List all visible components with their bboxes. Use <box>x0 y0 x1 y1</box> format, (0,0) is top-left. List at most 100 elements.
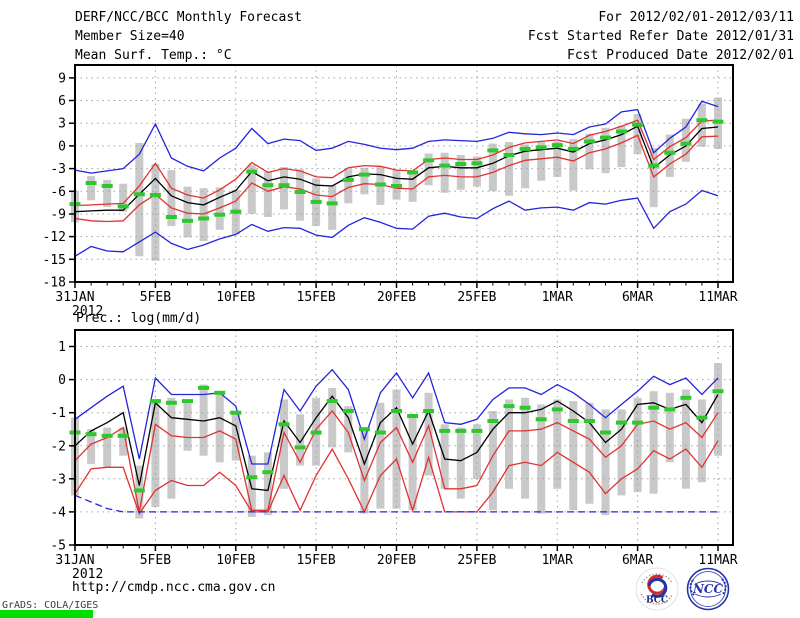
x-tick-label: 20FEB <box>377 553 416 568</box>
spread-bar <box>633 114 642 155</box>
spread-bar <box>553 399 562 489</box>
bcc-swirl-red <box>647 574 667 595</box>
spread-bar <box>199 384 208 456</box>
series-ens-min <box>74 189 719 257</box>
spread-bar <box>392 389 401 509</box>
y-tick-label: 3 <box>58 117 66 132</box>
x-tick-label: 25FEB <box>457 553 496 568</box>
bcc-ring-text-top <box>641 573 673 584</box>
y-tick-label: 9 <box>58 71 66 86</box>
x-year-label: 2012 <box>72 567 103 582</box>
ncc-globe-line <box>694 593 722 598</box>
grads-green-stamp <box>0 610 93 618</box>
refer-date-label: Fcst Started Refer Date 2012/01/31 <box>527 29 794 44</box>
spread-bar <box>408 417 417 511</box>
spread-bar <box>505 142 513 196</box>
spread-bar <box>280 399 288 489</box>
spread-bar <box>472 156 481 187</box>
spread-bar <box>344 406 353 453</box>
spread-bar <box>167 170 176 227</box>
spread-bar <box>296 414 305 466</box>
spread-bar <box>714 363 722 456</box>
spread-bar <box>601 409 610 516</box>
y-tick-label: 6 <box>58 94 66 109</box>
x-tick-label: 15FEB <box>297 553 336 568</box>
x-tick-label: 6MAR <box>622 553 653 568</box>
spread-bar <box>87 176 96 201</box>
series-upper-spread <box>74 119 719 207</box>
ncc-logo: NCC <box>686 567 730 611</box>
spread-bar <box>183 186 192 238</box>
bcc-logo-text: BCC <box>646 596 668 606</box>
spread-bar <box>633 397 642 493</box>
precip-chart-title: Prec.: log(mm/d) <box>76 311 202 326</box>
spread-bar <box>505 399 513 489</box>
spread-bar <box>328 387 337 448</box>
series-ens-min <box>74 494 718 513</box>
spread-bar <box>344 169 353 204</box>
y-tick-label: -4 <box>50 505 66 520</box>
spread-bar <box>167 397 176 499</box>
x-tick-label: 25FEB <box>457 290 496 305</box>
x-tick-label: 11MAR <box>698 553 737 568</box>
spread-bar <box>119 183 128 212</box>
y-tick-label: -9 <box>50 208 66 223</box>
x-tick-label: 15FEB <box>297 290 336 305</box>
series-ens-mean <box>74 394 719 492</box>
plot-frame <box>74 64 734 283</box>
series-upper-spread <box>74 409 719 513</box>
x-tick-label: 5FEB <box>140 290 171 305</box>
spread-bar <box>87 429 96 464</box>
spread-bar <box>665 392 674 463</box>
series-lower-spread <box>74 134 719 223</box>
forecast-period-label: For 2012/02/01-2012/03/11 <box>598 10 794 25</box>
spread-bar <box>424 153 433 186</box>
spread-bar <box>521 144 530 189</box>
spread-bar <box>360 429 369 514</box>
ncc-globe-line <box>694 580 722 585</box>
spread-bar <box>280 167 288 210</box>
spread-bar <box>617 125 626 168</box>
spread-bar <box>456 427 465 499</box>
ncc-wreath-right <box>721 578 727 596</box>
spread-bar <box>456 155 465 190</box>
x-tick-label: 31JAN <box>55 290 94 305</box>
spread-bar <box>440 152 449 193</box>
spread-bar <box>488 411 497 511</box>
spread-bar <box>103 179 112 208</box>
series-lower-spread <box>74 440 719 516</box>
spread-bar <box>697 103 706 147</box>
spread-bar <box>103 427 112 468</box>
spread-bar <box>408 171 417 202</box>
y-tick-label: -12 <box>43 230 66 245</box>
spread-bar <box>183 399 192 451</box>
spread-bar <box>488 143 497 192</box>
x-tick-label: 1MAR <box>542 553 573 568</box>
spread-bar <box>697 399 706 483</box>
produced-date-label: Fcst Produced Date 2012/02/01 <box>567 48 794 63</box>
y-tick-label: -18 <box>43 276 66 291</box>
spread-bar <box>681 118 690 162</box>
spread-bar <box>521 397 530 499</box>
x-tick-label: 1MAR <box>542 290 573 305</box>
x-tick-label: 10FEB <box>216 553 255 568</box>
cmdp-url-link[interactable]: http://cmdp.ncc.cma.gov.cn <box>72 580 276 595</box>
y-tick-label: -1 <box>50 406 66 421</box>
plot-frame <box>74 329 734 546</box>
variable-label: Mean Surf. Temp.: °C <box>75 48 232 63</box>
x-tick-label: 31JAN <box>55 553 94 568</box>
y-tick-label: -6 <box>50 185 66 200</box>
spread-bar <box>585 402 594 504</box>
spread-bar <box>681 389 690 489</box>
bcc-swirl-blue <box>647 577 668 598</box>
x-tick-label: 10FEB <box>216 290 255 305</box>
ncc-logo-text: NCC <box>692 582 724 596</box>
x-year-label: 2012 <box>72 304 103 319</box>
spread-bar <box>569 401 578 511</box>
x-tick-label: 20FEB <box>377 290 416 305</box>
x-tick-label: 6MAR <box>622 290 653 305</box>
spread-bar <box>569 139 578 191</box>
spread-bar <box>440 424 449 489</box>
